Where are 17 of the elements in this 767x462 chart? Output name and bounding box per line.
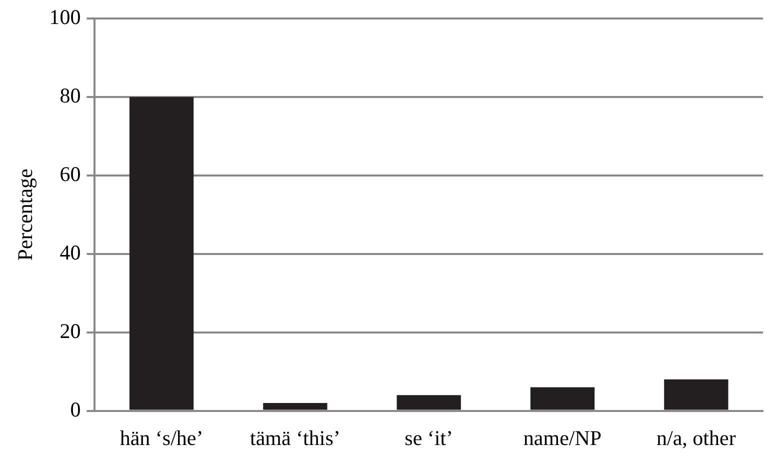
y-tick-label: 0 xyxy=(70,397,81,422)
x-tick-label: name/NP xyxy=(523,426,602,450)
bar xyxy=(530,387,595,410)
x-tick-label: tämä ‘this’ xyxy=(250,426,340,450)
bar xyxy=(396,395,461,410)
y-tick-label: 40 xyxy=(60,240,81,264)
x-tick-label: n/a, other xyxy=(656,426,736,450)
y-axis-title: Percentage xyxy=(13,168,38,261)
y-tick-label: 60 xyxy=(60,162,81,186)
bar xyxy=(263,402,328,410)
bar xyxy=(664,379,728,410)
bar xyxy=(129,97,194,410)
y-tick-label: 100 xyxy=(49,5,81,30)
y-tick-label: 20 xyxy=(60,318,81,343)
y-tick-label: 80 xyxy=(60,84,81,108)
x-tick-label: hän ‘s/he’ xyxy=(120,426,204,450)
x-tick-label: se ‘it’ xyxy=(404,426,454,450)
